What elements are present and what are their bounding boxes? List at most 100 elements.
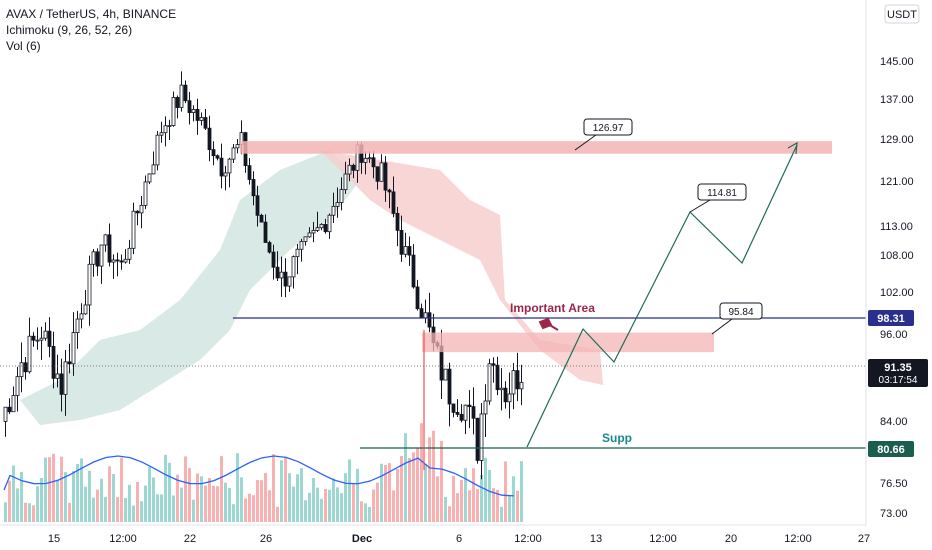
projection-path[interactable]: [526, 144, 798, 448]
support-label-box: [868, 441, 914, 457]
volume-bar: [324, 488, 327, 522]
volume-bar: [488, 469, 491, 522]
tick-113: 113.00: [880, 221, 913, 233]
candle-body: [395, 213, 400, 231]
candle-body: [419, 308, 424, 319]
time-tick-26: 26: [260, 533, 272, 545]
volume-bar: [368, 506, 371, 522]
volume-bar: [48, 457, 51, 522]
candlesticks: [3, 71, 524, 480]
candle-body: [175, 97, 180, 108]
volume-bar: [516, 490, 519, 522]
candle-body: [207, 127, 212, 151]
candle-body: [503, 387, 508, 403]
candle-body: [215, 155, 220, 159]
candle-body: [271, 251, 276, 268]
volume-bar: [452, 475, 455, 522]
candle-body: [463, 404, 468, 421]
volume-bar: [120, 457, 123, 522]
candle-body: [231, 147, 236, 160]
candle-body: [295, 248, 300, 258]
candle-body: [159, 132, 164, 136]
candle-body: [203, 117, 208, 129]
volume-bar: [332, 478, 335, 522]
volume-bar: [304, 500, 307, 522]
volume-bar: [108, 466, 111, 522]
volume-bar: [288, 473, 291, 522]
candle-body: [339, 189, 344, 203]
resistance-zone[interactable]: [240, 141, 832, 154]
candle-body: [279, 271, 284, 279]
callout-top-box[interactable]: [583, 118, 633, 136]
time-tick-6: 6: [456, 533, 462, 545]
callout-mid-box[interactable]: [697, 183, 747, 201]
support-label-text[interactable]: Supp: [602, 431, 632, 445]
volume-bar: [132, 505, 135, 522]
volume-bar: [208, 477, 211, 522]
candle-body: [307, 232, 312, 238]
volume-bar: [160, 494, 163, 522]
volume-bar: [400, 455, 403, 522]
cloud-bullish: [20, 150, 360, 425]
tick-108: 108.00: [880, 250, 914, 262]
volume-bar: [504, 461, 507, 522]
candle-body: [375, 166, 380, 182]
volume-bar: [260, 480, 263, 522]
tick-121: 121.00: [880, 176, 914, 188]
candle-body: [143, 181, 148, 206]
tick-73: 73.00: [880, 508, 908, 520]
volume-bar: [220, 456, 223, 522]
volume-bar: [364, 503, 367, 522]
time-tick-1200c: 12:00: [649, 533, 677, 545]
volume-bar: [492, 488, 495, 522]
tick-76: 76.50: [880, 478, 908, 490]
volume-bar: [248, 493, 251, 522]
volume-bar: [124, 498, 127, 522]
candle-body: [3, 406, 8, 422]
volume-bar: [76, 463, 79, 522]
volume-bar: [268, 490, 271, 522]
volume-bar: [412, 452, 415, 522]
currency-button[interactable]: [884, 4, 920, 24]
drawings[interactable]: 126.97 114.81 95.84 Important Area Supp: [0, 118, 866, 470]
volume-bar: [408, 458, 411, 522]
important-area-label[interactable]: Important Area: [510, 301, 595, 315]
volume-bar: [464, 468, 467, 522]
volume-bar: [308, 492, 311, 522]
candle-body: [467, 404, 472, 407]
volume-bar: [424, 463, 427, 522]
volume-bar: [416, 448, 419, 522]
candle-body: [211, 149, 216, 157]
volume-bar: [428, 437, 431, 522]
volume-bar: [296, 474, 299, 522]
volume-bar: [4, 502, 7, 522]
volume-bar: [496, 489, 499, 522]
candle-body: [363, 158, 368, 163]
volume-bar: [388, 463, 391, 522]
candle-body: [483, 400, 488, 415]
volume-bar: [380, 463, 383, 522]
candle-body: [379, 162, 384, 182]
time-tick-13: 13: [590, 533, 602, 545]
candle-body: [459, 414, 464, 421]
candle-body: [43, 330, 48, 339]
volume-bar: [12, 465, 15, 522]
candle-body: [267, 242, 272, 253]
volume-bar: [52, 453, 55, 522]
candle-body: [491, 363, 496, 366]
volume-bar: [340, 493, 343, 522]
time-axis[interactable]: 15 12:00 22 26 Dec 6 12:00 13 12:00 20 1…: [0, 524, 870, 545]
volume-bar: [448, 506, 451, 522]
candle-body: [331, 205, 336, 216]
candle-body: [111, 259, 116, 263]
volume-bar: [216, 486, 219, 522]
candle-body: [471, 406, 476, 419]
volume-bar: [36, 486, 39, 522]
callout-low-box[interactable]: [719, 302, 763, 320]
chart-legend: AVAX / TetherUS, 4h, BINANCE Ichimoku (9…: [6, 6, 176, 54]
important-area-zone[interactable]: [422, 332, 714, 353]
price-axis[interactable]: USDT 145.00 137.00 129.00 121.00 113.00 …: [865, 0, 928, 525]
volume-bar: [176, 474, 179, 522]
currency-label: USDT: [887, 9, 917, 21]
